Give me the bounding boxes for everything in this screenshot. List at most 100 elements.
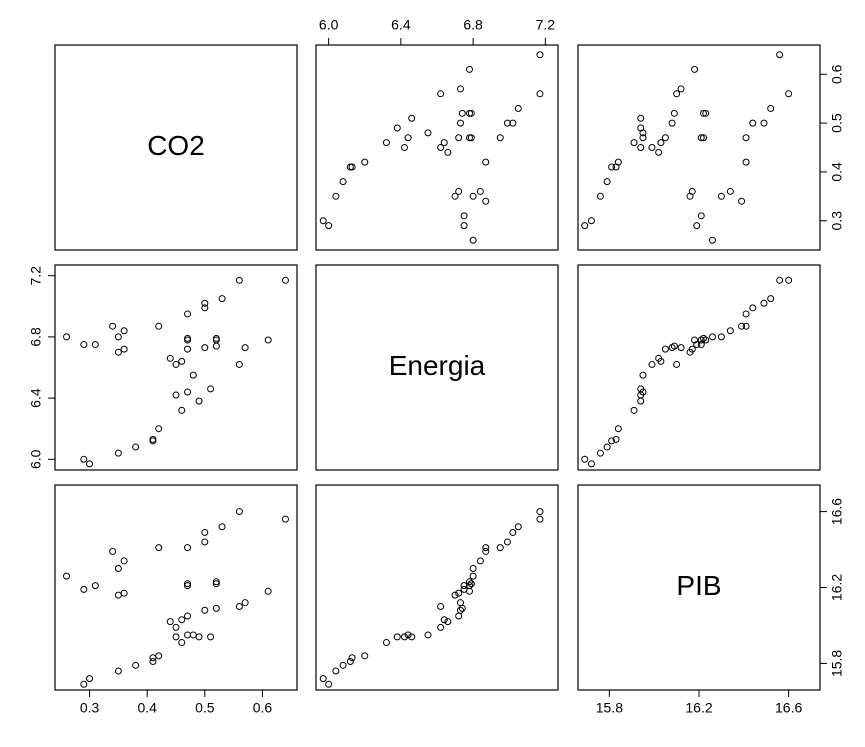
point	[614, 425, 622, 433]
point	[172, 360, 180, 368]
x-tick-label: 0.4	[137, 700, 157, 716]
point	[476, 557, 484, 565]
point	[212, 342, 220, 350]
point	[201, 528, 209, 536]
point	[673, 360, 681, 368]
point	[749, 304, 757, 312]
point	[608, 163, 616, 171]
point	[155, 425, 163, 433]
point	[212, 578, 220, 586]
point	[178, 357, 186, 365]
point	[348, 654, 356, 662]
point	[456, 119, 464, 127]
point	[178, 406, 186, 414]
point	[456, 85, 464, 93]
point	[241, 599, 249, 607]
point	[241, 344, 249, 352]
point	[155, 322, 163, 330]
panel-frame	[577, 44, 821, 251]
point	[536, 508, 544, 516]
x-tick-label: 0.6	[253, 700, 273, 716]
point	[189, 631, 197, 639]
point	[614, 158, 622, 166]
point	[201, 606, 209, 614]
point	[346, 163, 354, 171]
point	[339, 178, 347, 186]
point	[451, 192, 459, 200]
point	[444, 148, 452, 156]
point	[184, 612, 192, 620]
point	[120, 557, 128, 565]
point	[699, 134, 707, 142]
y-tick-label: 0.6	[829, 64, 845, 84]
point	[444, 618, 452, 626]
point	[637, 144, 645, 151]
point	[673, 90, 681, 98]
x-tick-label: 0.5	[195, 700, 215, 716]
point	[456, 606, 464, 614]
point	[670, 109, 678, 117]
point	[382, 639, 390, 647]
point	[460, 582, 468, 590]
point	[677, 344, 685, 352]
point	[458, 109, 466, 117]
variable-label: PIB	[676, 570, 721, 601]
point	[536, 90, 544, 98]
point	[264, 336, 272, 344]
point	[466, 134, 474, 142]
point	[688, 345, 696, 353]
point	[218, 523, 226, 531]
point	[184, 388, 192, 396]
point	[155, 652, 163, 660]
point	[207, 385, 215, 393]
point	[655, 148, 663, 156]
panel-frame	[54, 44, 298, 251]
point	[207, 633, 215, 641]
point	[767, 295, 775, 303]
point	[767, 104, 775, 112]
point	[184, 544, 192, 552]
point	[726, 187, 734, 195]
point	[404, 631, 412, 639]
y-tick-label: 0.4	[829, 162, 845, 182]
point	[460, 222, 468, 230]
point	[668, 119, 676, 127]
point	[467, 134, 475, 142]
point	[235, 602, 243, 610]
point	[235, 360, 243, 368]
point	[630, 406, 638, 414]
point	[688, 187, 696, 195]
panel-frame	[315, 484, 559, 691]
point	[509, 528, 517, 536]
point	[114, 348, 122, 356]
point	[455, 589, 463, 597]
point	[630, 139, 638, 147]
point	[760, 119, 768, 127]
point	[514, 523, 522, 531]
point	[408, 114, 416, 122]
point	[184, 580, 192, 588]
point	[469, 572, 477, 580]
x-tick-label: 7.2	[536, 17, 556, 33]
point	[404, 134, 412, 142]
point	[149, 435, 157, 443]
point	[201, 299, 209, 307]
point	[469, 565, 477, 573]
point	[109, 547, 117, 555]
point	[281, 276, 289, 284]
point	[466, 587, 474, 595]
point	[639, 134, 647, 142]
point	[670, 342, 678, 350]
point	[514, 104, 522, 112]
point	[503, 538, 511, 546]
point	[114, 333, 122, 341]
point	[440, 616, 448, 624]
point	[661, 345, 669, 353]
point	[717, 192, 725, 200]
point	[702, 336, 710, 344]
point	[637, 397, 645, 405]
y-tick-label: 6.4	[28, 388, 44, 408]
point	[120, 589, 128, 597]
point	[742, 158, 750, 166]
panel-frame	[315, 264, 559, 471]
